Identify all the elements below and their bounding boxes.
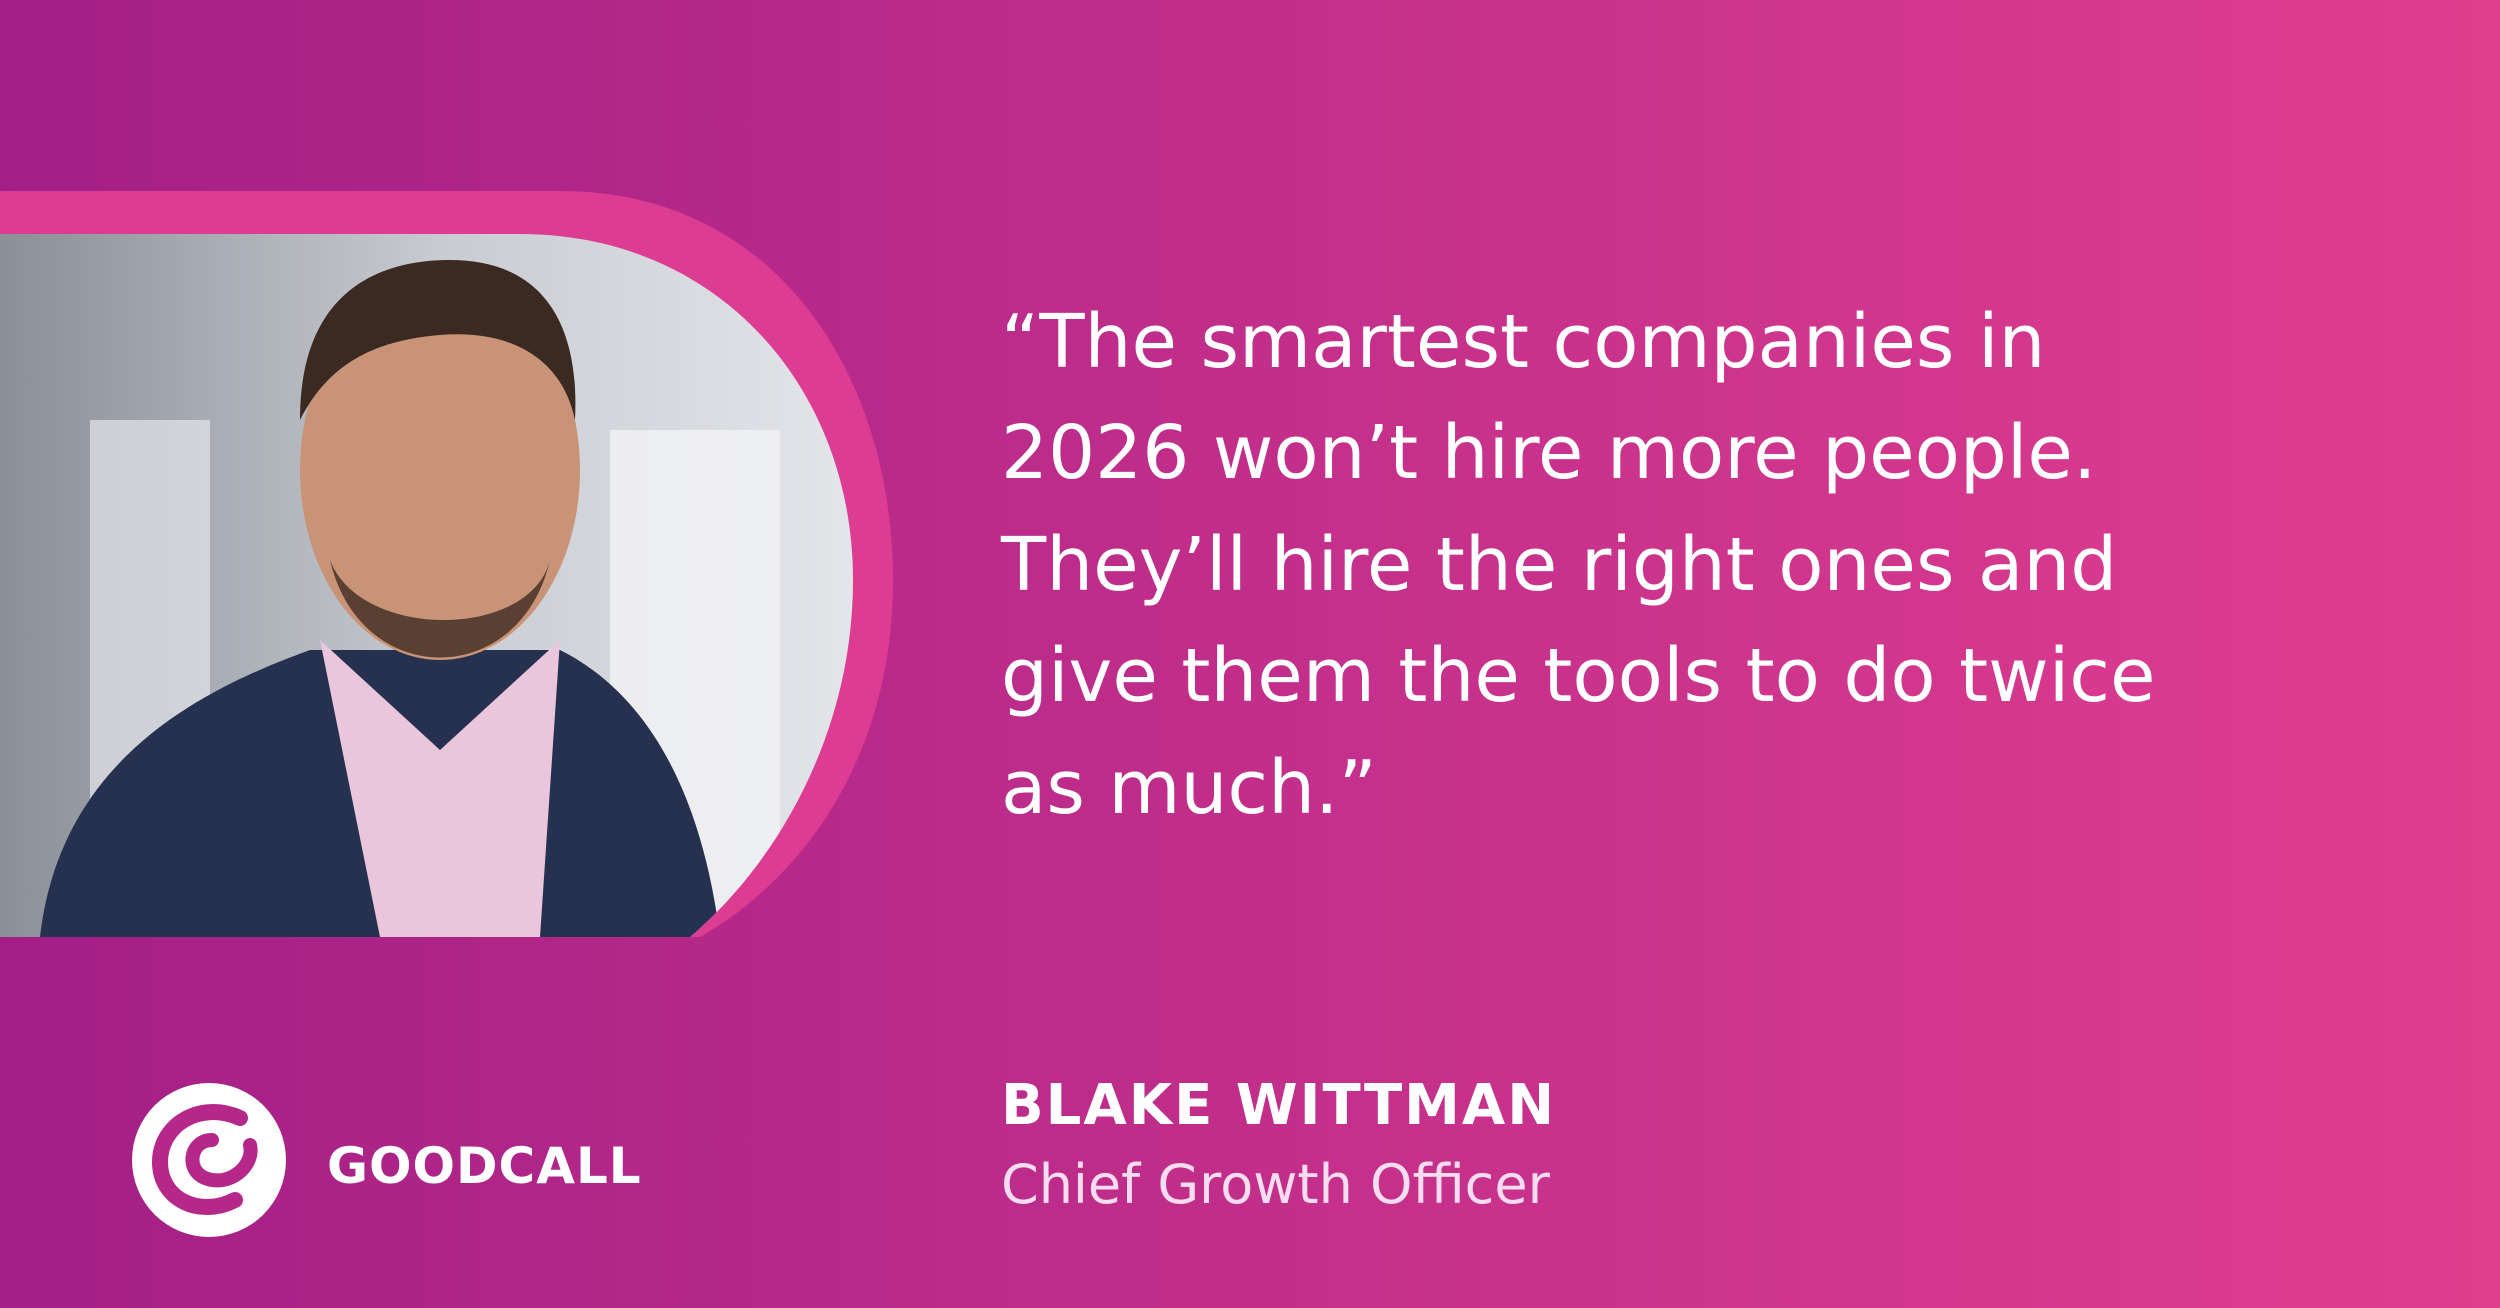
brand-name: GOODCALL	[327, 1137, 642, 1195]
quote-line: They’ll hire the right ones and	[1000, 522, 2117, 608]
quote-line: 2026 won’t hire more people.	[1001, 410, 2096, 496]
quote-line: as much.”	[1001, 745, 1377, 831]
brand-logo	[132, 1083, 286, 1237]
author-name: BLAKE WITTMAN	[1001, 1073, 1556, 1138]
portrait-photo	[0, 234, 853, 937]
quote-line: “The smartest companies in	[1001, 299, 2045, 385]
author-title: Chief Growth Officer	[1001, 1153, 1551, 1216]
quote-line: give them the tools to do twice	[1001, 633, 2155, 719]
quote-text: “The smartest companies in 2026 won’t hi…	[1000, 299, 2155, 831]
